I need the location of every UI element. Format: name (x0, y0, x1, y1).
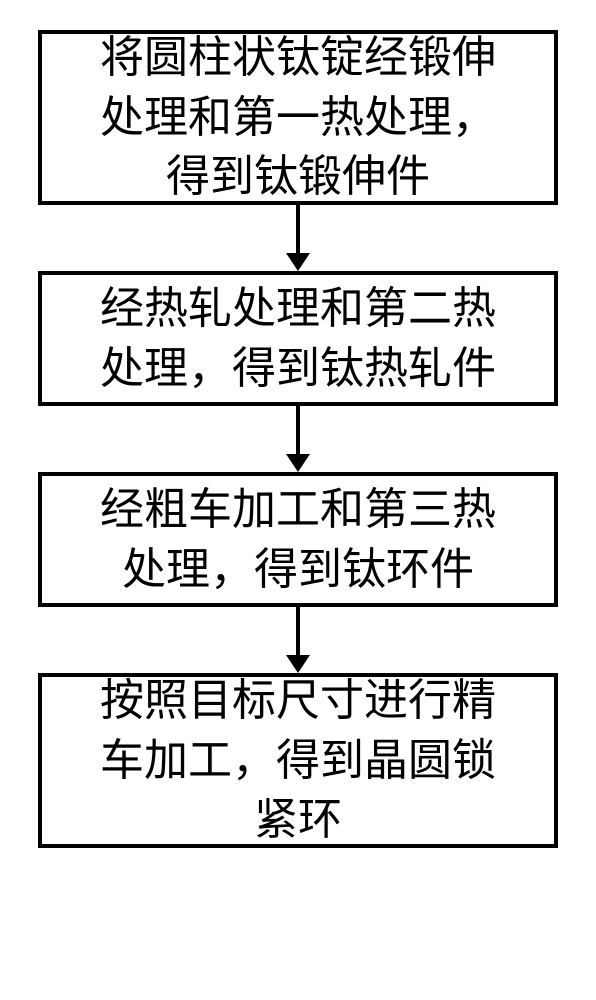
flowchart-container: 将圆柱状钛锭经锻伸 处理和第一热处理， 得到钛锻伸件 经热轧处理和第二热 处理，… (0, 30, 596, 848)
arrow-line-3 (296, 607, 300, 655)
step-text-3: 经粗车加工和第三热 处理，得到钛环件 (100, 480, 496, 599)
step-text-1: 将圆柱状钛锭经锻伸 处理和第一热处理， 得到钛锻伸件 (100, 28, 496, 206)
arrow-line-2 (296, 406, 300, 454)
step-box-1: 将圆柱状钛锭经锻伸 处理和第一热处理， 得到钛锻伸件 (38, 30, 558, 205)
step-box-3: 经粗车加工和第三热 处理，得到钛环件 (38, 472, 558, 607)
arrow-line-1 (296, 205, 300, 253)
arrow-1 (286, 205, 310, 271)
step-box-4: 按照目标尺寸进行精 车加工，得到晶圆锁 紧环 (38, 673, 558, 848)
arrow-head-1 (286, 253, 310, 271)
step-text-4: 按照目标尺寸进行精 车加工，得到晶圆锁 紧环 (100, 671, 496, 849)
arrow-3 (286, 607, 310, 673)
arrow-head-3 (286, 655, 310, 673)
arrow-2 (286, 406, 310, 472)
step-text-2: 经热轧处理和第二热 处理，得到钛热轧件 (100, 279, 496, 398)
step-box-2: 经热轧处理和第二热 处理，得到钛热轧件 (38, 271, 558, 406)
arrow-head-2 (286, 454, 310, 472)
